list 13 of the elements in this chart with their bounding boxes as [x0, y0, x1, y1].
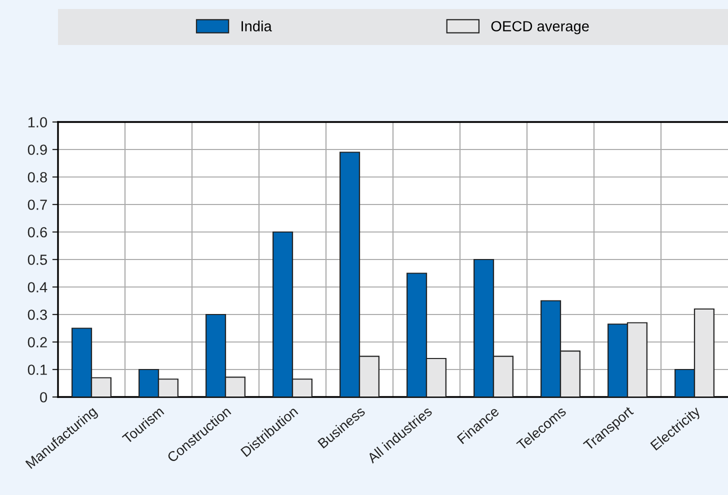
y-tick-label: 1.0 — [28, 117, 48, 128]
y-tick-label: 0.7 — [28, 200, 47, 210]
y-tick-label: 0.6 — [28, 227, 47, 238]
y-tick-label: 0.5 — [28, 254, 47, 265]
y-tick-label: 0.8 — [28, 172, 47, 182]
legend-label: OECD average — [491, 21, 589, 34]
y-tick-label: 0.9 — [28, 144, 47, 155]
y-tick-label: 0.4 — [28, 282, 48, 292]
y-tick-label: 0.3 — [28, 310, 47, 320]
y-tick-label: 0 — [40, 392, 48, 402]
y-tick-label: 0.2 — [28, 337, 47, 348]
legend-label: India — [242, 20, 272, 32]
y-tick-label: 0.1 — [28, 364, 47, 375]
